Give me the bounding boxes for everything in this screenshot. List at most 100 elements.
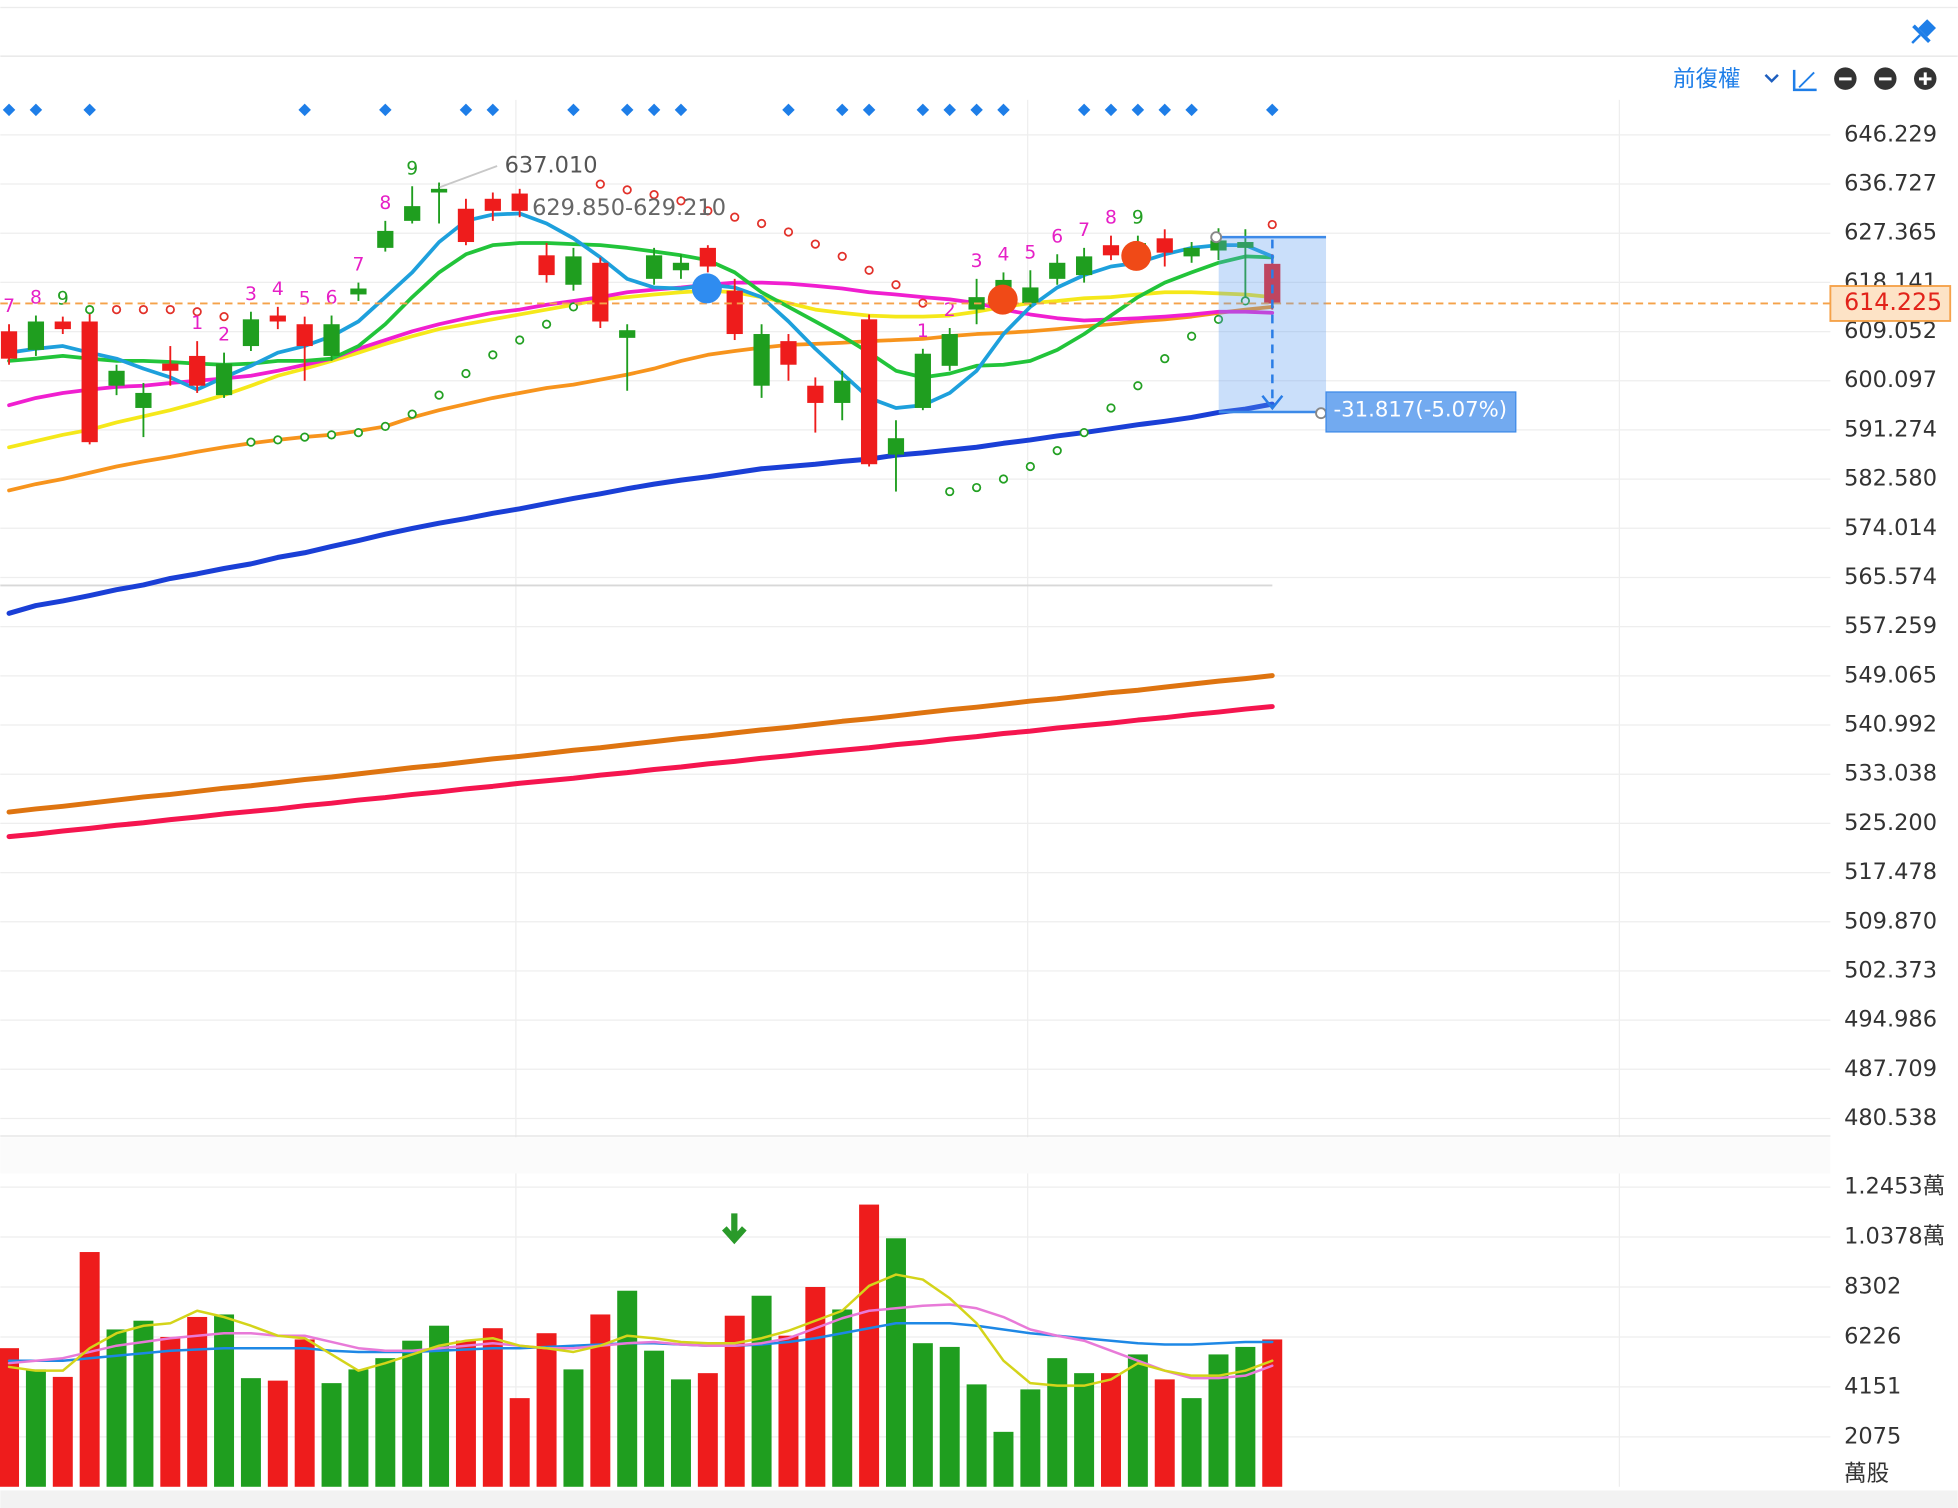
signal-sell-icon[interactable]: [987, 284, 1018, 315]
volume-bar: [617, 1290, 638, 1487]
dropdown-chevron[interactable]: [1764, 74, 1779, 83]
ma-line: [7, 304, 1275, 493]
sar-dot: [1106, 403, 1116, 413]
sar-dot: [676, 196, 686, 206]
td-count-label: 3: [245, 284, 257, 305]
y-tick-label: 4151: [1844, 1373, 1901, 1399]
volume-bar: [240, 1378, 261, 1487]
signal-diamond: [997, 103, 1010, 117]
measure-handle[interactable]: [1210, 231, 1223, 244]
y-tick-label: 517.478: [1844, 859, 1937, 885]
td-count-label: 2: [218, 325, 230, 346]
sar-dot: [649, 189, 659, 200]
td-count-label: 1: [191, 313, 203, 334]
candle-body: [377, 230, 394, 248]
candle-body: [1049, 262, 1066, 279]
volume-bar: [859, 1204, 880, 1487]
measure-handle[interactable]: [1315, 407, 1327, 420]
measure-label-box: [1325, 391, 1517, 433]
candle-body: [242, 319, 260, 347]
zoom-out-1[interactable]: [1834, 67, 1857, 90]
y-tick-label: 502.373: [1844, 957, 1937, 983]
zoom-in[interactable]: [1914, 67, 1937, 90]
candle-body: [108, 370, 125, 386]
candle-body: [1183, 247, 1200, 257]
volume-bar: [1127, 1354, 1148, 1487]
xy-icon[interactable]: [1792, 69, 1817, 92]
sar-dot: [864, 265, 874, 275]
candle-body: [404, 206, 421, 221]
ma-line: [6, 704, 1275, 840]
candle-body: [323, 324, 340, 356]
volume-bar: [482, 1328, 503, 1487]
y-tick-label: 2075: [1844, 1423, 1901, 1449]
volume-bar: [778, 1335, 799, 1487]
sar-dot: [273, 435, 283, 445]
y-tick-label: 609.052: [1844, 318, 1937, 344]
volume-bar: [590, 1314, 611, 1487]
candle-body: [0, 331, 18, 359]
last-price-box: [1829, 285, 1952, 322]
sar-dot: [730, 212, 740, 222]
volume-bar: [912, 1343, 933, 1487]
price-panel: 646.229636.727627.365618.141609.052600.0…: [0, 103, 1952, 1131]
td-count-label: 7: [1078, 220, 1090, 241]
candle-body: [269, 315, 286, 322]
sar-dot: [461, 368, 471, 379]
volume-bar: [509, 1398, 530, 1487]
sar-dot: [945, 486, 955, 497]
candle-body: [699, 247, 716, 267]
adjust-selector[interactable]: 前復權: [1673, 66, 1740, 92]
volume-bar: [52, 1376, 73, 1487]
y-tick-label: 591.274: [1844, 416, 1937, 442]
candle-body: [1237, 242, 1254, 248]
td-count-label: 4: [998, 244, 1010, 265]
candle-body: [484, 198, 501, 211]
volume-bar: [375, 1358, 396, 1487]
signal-diamond: [1077, 103, 1091, 117]
candle-body: [941, 334, 958, 366]
sar-dot: [192, 307, 202, 317]
volume-bar: [133, 1320, 154, 1487]
zoom-out-2[interactable]: [1874, 67, 1897, 90]
volume-panel: 1.2453萬 1.0378萬 8302 6226 4151 2075: [0, 1174, 1945, 1487]
signal-diamond: [647, 103, 661, 117]
candle-body: [457, 208, 475, 243]
sar-dot: [1052, 446, 1062, 456]
sar-dot: [783, 227, 794, 237]
y-tick-label: 1.2453萬: [1844, 1174, 1945, 1200]
volume-bar: [187, 1316, 208, 1487]
sar-dot: [326, 430, 337, 440]
volume-bar: [214, 1314, 235, 1487]
candle-body: [81, 321, 98, 443]
volume-arrow: [722, 1213, 747, 1245]
volume-bar: [697, 1373, 718, 1487]
candle-body: [135, 392, 152, 408]
td-count-label: 6: [1051, 226, 1063, 247]
candle-body: [27, 321, 45, 350]
td-count-label: 7: [3, 296, 15, 317]
volume-bar: [670, 1379, 691, 1487]
y-tick-label: 480.538: [1844, 1105, 1937, 1131]
y-tick-label: 565.574: [1844, 564, 1937, 590]
measure-tool[interactable]: -31.817(-5.07%): [1210, 231, 1517, 433]
volume-bar: [294, 1339, 315, 1487]
signal-buy-icon[interactable]: [691, 273, 722, 304]
volume-bar: [993, 1431, 1014, 1487]
sar-dot: [246, 437, 256, 447]
td-count-label: 7: [352, 255, 364, 276]
pin-base: [1912, 24, 1931, 44]
measure-label: -31.817(-5.07%): [1334, 398, 1508, 423]
signal-sell-icon[interactable]: [1121, 240, 1152, 271]
sar-dot: [891, 280, 901, 290]
volume-bar: [832, 1309, 853, 1487]
sar-dot: [837, 251, 847, 262]
volume-bar: [429, 1325, 450, 1487]
signal-diamond: [486, 103, 500, 117]
volume-bar: [402, 1340, 423, 1487]
pin-icon[interactable]: [1904, 16, 1939, 51]
td-count-label: 5: [1024, 242, 1036, 263]
signal-diamond: [567, 103, 580, 117]
xy-axes: [1792, 69, 1817, 92]
y-tick-label: 557.259: [1844, 613, 1937, 639]
